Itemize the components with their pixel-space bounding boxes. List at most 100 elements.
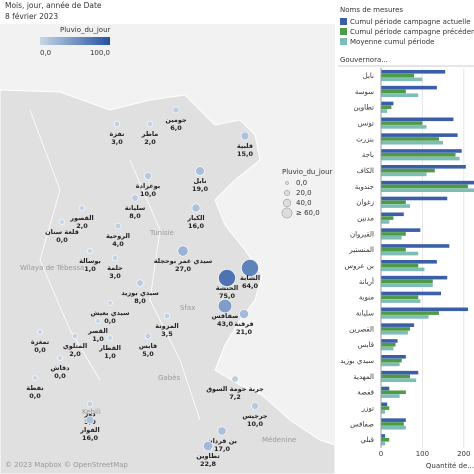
bar — [381, 85, 437, 90]
place-value: 15,0 — [237, 150, 254, 158]
bar — [381, 425, 406, 430]
bar — [381, 441, 386, 446]
place-value: 1,0 — [104, 352, 116, 360]
place-value: 10,0 — [140, 190, 157, 198]
bar — [381, 172, 427, 177]
x-tick-label: 0 — [379, 450, 383, 458]
bar — [381, 244, 450, 248]
place-name: القصر — [87, 327, 108, 335]
place-name: الحنشة — [216, 284, 239, 292]
category-label: بن عروس — [345, 262, 375, 270]
station — [191, 203, 201, 213]
station — [202, 440, 214, 452]
place-name: المزونة — [155, 322, 179, 330]
place-value: 43,0 — [217, 320, 234, 328]
bar — [381, 156, 460, 161]
place-name: سليانة — [125, 204, 146, 212]
bar — [381, 73, 415, 78]
bar — [381, 125, 427, 129]
map: Pluvio_du_jour 0,0 100,0 Pluvio_du_jour 0,0 2… — [5, 26, 333, 469]
land — [0, 89, 336, 474]
station — [231, 375, 239, 383]
bar — [381, 402, 388, 407]
station — [87, 248, 93, 254]
station — [107, 300, 113, 306]
place-value: 17,0 — [214, 445, 231, 453]
station — [57, 355, 63, 361]
place-name: الشابة — [240, 274, 260, 282]
bar — [381, 70, 446, 74]
bar — [381, 212, 404, 217]
place-value: 27,0 — [175, 265, 192, 273]
bar — [381, 267, 425, 272]
bar — [381, 133, 458, 137]
bar — [381, 370, 419, 375]
station — [32, 375, 38, 381]
place-name: قابس — [139, 342, 157, 350]
station — [195, 166, 205, 176]
bar — [381, 260, 437, 264]
category-label: منوبة — [359, 294, 374, 302]
category-label: سيدي بوزيد — [340, 357, 374, 365]
place-name: دوز — [83, 410, 96, 418]
bar — [381, 339, 398, 343]
place-name: قلعة سنان — [45, 228, 79, 236]
bar — [381, 374, 410, 379]
category-label: سليانة — [356, 309, 374, 317]
place-value: 21,0 — [236, 328, 253, 336]
bar — [381, 410, 386, 414]
size-key — [281, 207, 293, 219]
place-name: قرقنة — [234, 320, 253, 328]
place-value: 2,0 — [76, 222, 88, 230]
legend-entry: Moyenne cumul période — [350, 38, 435, 46]
map-label: Tunisie — [149, 229, 174, 237]
category-label: قبلي — [360, 436, 374, 444]
place-value: 16,0 — [82, 434, 99, 442]
place-name: سيدي عمر بوحجلة — [154, 257, 213, 265]
bar — [381, 109, 388, 113]
map-label: Gabès — [158, 374, 180, 382]
bar — [381, 406, 390, 410]
legend-entry: Cumul période campagne précédente — [350, 28, 474, 36]
bar — [381, 327, 410, 331]
station — [218, 269, 236, 287]
bar — [381, 204, 410, 208]
bar — [381, 390, 406, 395]
place-value: 3,5 — [161, 330, 173, 338]
place-name: نفطة — [26, 384, 43, 392]
station — [217, 426, 227, 436]
category-label: قابس — [358, 341, 374, 349]
size-label: 20,0 — [296, 189, 312, 197]
size-label: ≥ 60,0 — [296, 209, 320, 217]
place-value: 1,0 — [84, 265, 96, 273]
place-name: القطار — [98, 344, 121, 352]
bar — [381, 117, 454, 122]
bar — [381, 200, 406, 205]
bar — [381, 330, 408, 335]
place-value: 8,0 — [129, 212, 141, 220]
station — [59, 219, 65, 225]
station — [147, 121, 154, 128]
category-label: القيروان — [350, 230, 374, 238]
station — [239, 309, 249, 319]
place-value: 0,0 — [56, 236, 68, 244]
bar — [381, 235, 402, 240]
place-value: 5,0 — [142, 350, 154, 358]
bar — [381, 311, 439, 315]
station — [251, 402, 259, 410]
place-value: 2,0 — [144, 138, 156, 146]
bar — [381, 315, 429, 319]
bar — [381, 362, 400, 367]
bar — [381, 77, 423, 82]
map-label: Médenine — [262, 436, 296, 444]
bar — [381, 422, 404, 426]
station — [107, 335, 113, 341]
category-label: بنزرت — [356, 135, 374, 143]
category-label: قفصة — [357, 389, 374, 397]
bar — [381, 251, 419, 256]
bar — [381, 418, 406, 422]
place-name: الفوار — [79, 426, 99, 434]
place-name: دقاش — [50, 364, 70, 372]
category-header: Gouvernora... — [340, 56, 388, 64]
bar — [381, 434, 386, 438]
